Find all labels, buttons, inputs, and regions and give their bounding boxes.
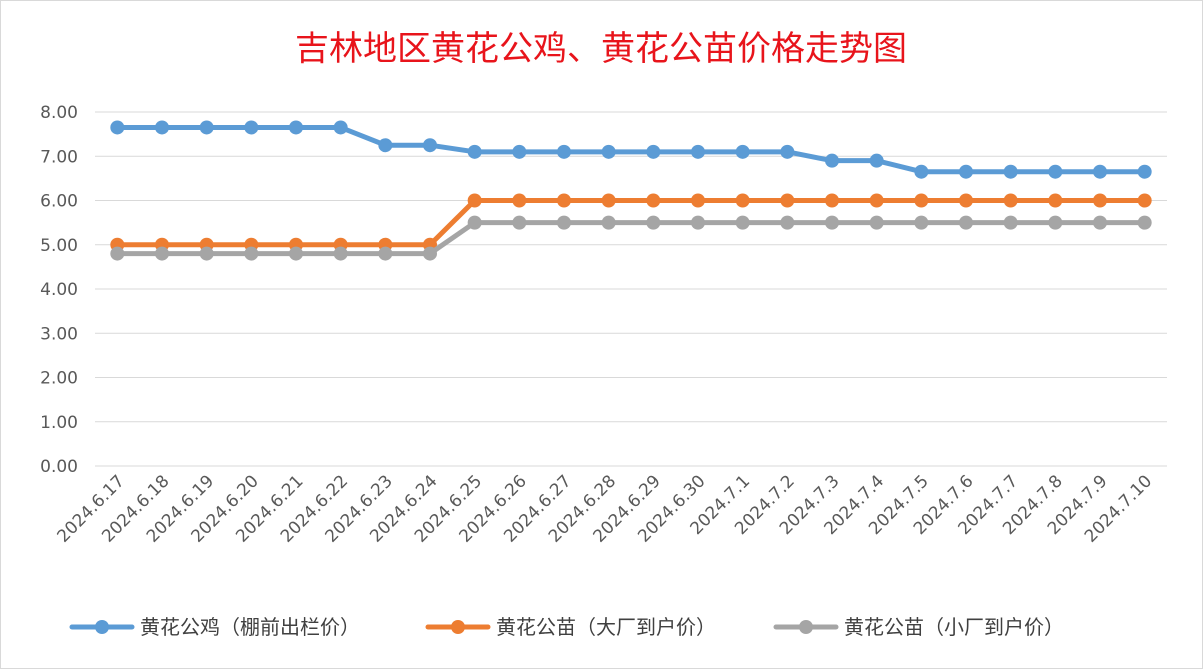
data-point bbox=[914, 193, 929, 208]
data-point bbox=[423, 246, 437, 261]
series-line bbox=[114, 124, 1148, 175]
data-point bbox=[512, 144, 527, 159]
data-point bbox=[244, 246, 259, 261]
data-point bbox=[691, 193, 705, 208]
legend-label: 黄花公鸡（棚前出栏价） bbox=[140, 615, 360, 639]
data-point bbox=[780, 144, 795, 159]
data-point bbox=[601, 193, 616, 208]
data-point bbox=[780, 193, 795, 208]
data-point bbox=[1137, 164, 1152, 179]
data-point bbox=[959, 215, 973, 230]
data-point bbox=[1137, 215, 1152, 230]
y-tick-label: 7.00 bbox=[40, 147, 78, 167]
y-tick-label: 5.00 bbox=[40, 236, 78, 256]
y-tick-label: 6.00 bbox=[40, 192, 78, 212]
series-layer bbox=[110, 120, 1152, 261]
data-point bbox=[1137, 193, 1152, 208]
data-point bbox=[1093, 193, 1107, 208]
y-tick-label: 8.00 bbox=[40, 103, 78, 123]
data-point bbox=[333, 120, 348, 135]
data-point bbox=[378, 246, 393, 261]
data-point bbox=[244, 120, 259, 135]
data-point bbox=[289, 120, 303, 135]
data-point bbox=[467, 144, 482, 159]
data-point bbox=[512, 193, 527, 208]
data-point bbox=[199, 246, 214, 261]
data-point bbox=[1048, 215, 1063, 230]
data-point bbox=[601, 215, 616, 230]
data-point bbox=[735, 193, 750, 208]
data-point bbox=[1093, 215, 1107, 230]
data-point bbox=[646, 215, 661, 230]
data-point bbox=[1048, 193, 1063, 208]
data-point bbox=[780, 215, 795, 230]
data-point bbox=[557, 193, 571, 208]
data-point bbox=[691, 215, 705, 230]
data-point bbox=[423, 138, 437, 153]
legend-swatch-marker bbox=[799, 620, 813, 634]
y-tick-label: 2.00 bbox=[40, 369, 78, 389]
data-point bbox=[869, 193, 884, 208]
data-point bbox=[825, 215, 839, 230]
data-point bbox=[691, 144, 705, 159]
data-point bbox=[467, 215, 482, 230]
legend-item: 黄花公苗（大厂到户价） bbox=[425, 615, 716, 639]
data-point bbox=[825, 193, 839, 208]
data-point bbox=[1048, 164, 1063, 179]
chart-title: 吉林地区黄花公鸡、黄花公苗价格走势图 bbox=[295, 29, 907, 69]
series-line bbox=[114, 220, 1148, 257]
y-tick-label: 1.00 bbox=[40, 413, 78, 433]
data-point bbox=[959, 193, 973, 208]
data-point bbox=[199, 120, 214, 135]
y-tick-label: 0.00 bbox=[40, 457, 78, 477]
data-point bbox=[512, 215, 527, 230]
y-axis-ticks: 0.00 1.00 2.00 3.00 4.00 5.00 6.00 7.00 8.00 bbox=[40, 103, 78, 477]
data-point bbox=[110, 246, 125, 261]
data-point bbox=[601, 144, 616, 159]
data-point bbox=[825, 153, 839, 168]
data-point bbox=[557, 144, 571, 159]
data-point bbox=[735, 215, 750, 230]
data-point bbox=[959, 164, 973, 179]
data-point bbox=[378, 138, 393, 153]
legend: 黄花公鸡（棚前出栏价） 黄花公苗（大厂到户价） 黄花公苗（小厂到户价） bbox=[69, 615, 1064, 639]
y-tick-label: 4.00 bbox=[40, 280, 78, 300]
data-point bbox=[1093, 164, 1107, 179]
data-point bbox=[557, 215, 571, 230]
series-1 bbox=[110, 193, 1152, 252]
legend-item: 黄花公鸡（棚前出栏价） bbox=[69, 615, 360, 639]
data-point bbox=[869, 153, 884, 168]
data-point bbox=[1003, 193, 1018, 208]
legend-label: 黄花公苗（小厂到户价） bbox=[844, 615, 1064, 639]
data-point bbox=[1003, 215, 1018, 230]
legend-item: 黄花公苗（小厂到户价） bbox=[773, 615, 1064, 639]
series-2 bbox=[110, 215, 1152, 261]
data-point bbox=[646, 144, 661, 159]
legend-swatch-marker bbox=[95, 620, 109, 634]
data-point bbox=[155, 246, 169, 261]
data-point bbox=[869, 215, 884, 230]
series-0 bbox=[110, 120, 1152, 179]
y-tick-label: 3.00 bbox=[40, 324, 78, 344]
data-point bbox=[467, 193, 482, 208]
data-point bbox=[333, 246, 348, 261]
data-point bbox=[289, 246, 303, 261]
data-point bbox=[155, 120, 169, 135]
data-point bbox=[914, 164, 929, 179]
data-point bbox=[110, 120, 125, 135]
series-line bbox=[114, 198, 1148, 248]
data-point bbox=[914, 215, 929, 230]
data-point bbox=[646, 193, 661, 208]
data-point bbox=[735, 144, 750, 159]
legend-label: 黄花公苗（大厂到户价） bbox=[496, 615, 716, 639]
legend-swatch-marker bbox=[451, 620, 465, 634]
data-point bbox=[1003, 164, 1018, 179]
